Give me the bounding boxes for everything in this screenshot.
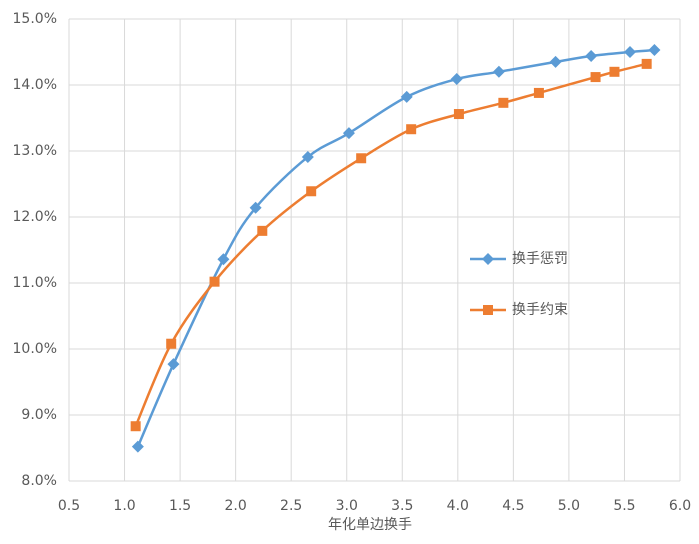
series-line: [134, 62, 647, 427]
x-axis-label: 年化单边换手: [328, 516, 412, 533]
point: [356, 153, 367, 164]
x-tick-label: 5.5: [613, 498, 635, 514]
point: [131, 440, 144, 453]
series-line: [136, 48, 655, 448]
point: [249, 201, 262, 214]
x-tick-label: 4.0: [447, 498, 469, 514]
point: [209, 276, 220, 287]
point: [166, 338, 177, 349]
x-tick-label: 2.0: [225, 498, 247, 514]
legend-marker: [483, 305, 493, 315]
x-tick-label: 2.5: [280, 498, 302, 514]
y-tick-label: 11.0%: [13, 275, 57, 291]
x-tick-label: 6.0: [669, 498, 691, 514]
y-tick-label: 13.0%: [13, 143, 57, 159]
point: [301, 150, 314, 163]
point: [590, 72, 601, 83]
point: [342, 127, 355, 140]
point: [533, 87, 544, 98]
x-tick-label: 1.5: [169, 498, 191, 514]
point: [406, 124, 417, 135]
point: [585, 49, 598, 62]
x-tick-label: 3.5: [391, 498, 413, 514]
point: [498, 97, 509, 108]
y-tick-label: 15.0%: [13, 11, 57, 27]
point: [400, 90, 413, 103]
point: [306, 186, 317, 197]
y-tick-label: 14.0%: [13, 77, 57, 93]
x-tick-label: 5.0: [558, 498, 580, 514]
y-tick-label: 12.0%: [13, 209, 57, 225]
point: [450, 73, 463, 86]
x-tick-label: 1.0: [113, 498, 135, 514]
y-tick-label: 9.0%: [21, 407, 57, 423]
legend-marker: [482, 253, 494, 265]
point: [549, 55, 562, 68]
legend-label: 换手惩罚: [512, 250, 568, 267]
point: [641, 58, 652, 69]
point: [217, 253, 230, 266]
y-tick-label: 10.0%: [13, 341, 57, 357]
x-tick-label: 0.5: [58, 498, 80, 514]
point: [609, 66, 620, 77]
point: [492, 65, 505, 78]
point: [257, 225, 268, 236]
y-tick-label: 8.0%: [21, 473, 57, 489]
point: [624, 46, 637, 58]
point: [130, 421, 141, 432]
x-tick-label: 4.5: [502, 498, 524, 514]
point: [453, 109, 464, 120]
x-tick-label: 3.0: [336, 498, 358, 514]
legend-label: 换手约束: [512, 301, 568, 318]
point: [167, 358, 180, 371]
point: [648, 44, 661, 57]
